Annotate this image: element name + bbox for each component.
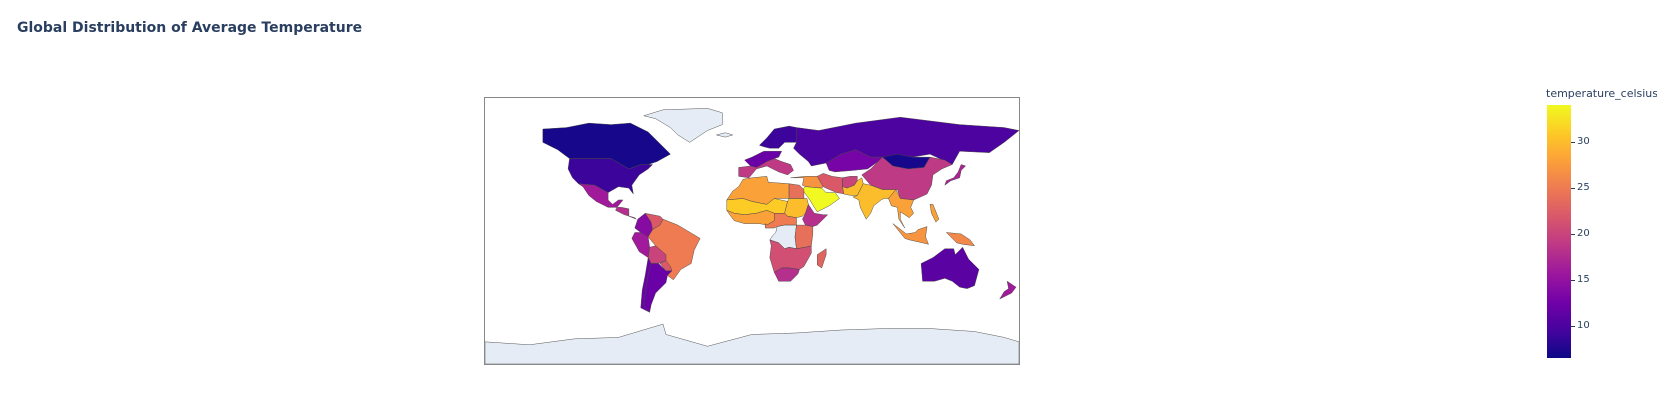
region-argentina[interactable]	[644, 264, 672, 313]
region-china[interactable]	[862, 157, 952, 200]
world-map[interactable]	[485, 98, 1019, 364]
region-east-africa[interactable]	[795, 225, 813, 249]
colorbar-tickmark	[1571, 325, 1575, 327]
colorbar-tickmark	[1571, 187, 1575, 189]
region-ethiopia[interactable]	[802, 204, 827, 226]
region-iceland[interactable]	[716, 133, 732, 137]
region-peru[interactable]	[632, 232, 650, 257]
region-russia[interactable]	[794, 117, 1019, 166]
colorbar-title: temperature_celsius	[1546, 87, 1657, 100]
colorbar-tick-label: 15	[1577, 273, 1590, 285]
region-philippines[interactable]	[930, 204, 939, 222]
region-greenland[interactable]	[644, 108, 723, 142]
region-mexico[interactable]	[578, 184, 623, 208]
colorbar-tickmark	[1571, 141, 1575, 143]
colorbar-tick-label: 20	[1577, 227, 1590, 239]
colorbar-tick-label: 25	[1577, 181, 1590, 193]
region-central-america[interactable]	[616, 207, 637, 219]
colorbar-tickmark	[1571, 233, 1575, 235]
region-southeast-asia[interactable]	[888, 190, 913, 228]
colorbar-tick-label: 10	[1577, 319, 1590, 331]
region-madagascar[interactable]	[817, 249, 826, 268]
region-egypt[interactable]	[789, 184, 804, 199]
colorbar	[1547, 105, 1571, 358]
region-southern-africa[interactable]	[770, 240, 812, 273]
region-south-africa[interactable]	[774, 268, 799, 281]
region-canada[interactable]	[543, 123, 671, 169]
region-japan[interactable]	[945, 165, 966, 186]
region-arabian-peninsula[interactable]	[802, 187, 839, 212]
region-united-states[interactable]	[568, 159, 653, 194]
region-india[interactable]	[853, 184, 896, 219]
chart-title: Global Distribution of Average Temperatu…	[17, 20, 363, 36]
region-papua-new-guinea[interactable]	[946, 232, 974, 245]
region-antarctica[interactable]	[485, 324, 1019, 364]
region-brazil[interactable]	[648, 219, 700, 280]
region-new-zealand[interactable]	[1000, 281, 1016, 299]
region-southern-europe[interactable]	[739, 159, 794, 178]
region-australia[interactable]	[921, 247, 979, 288]
region-indonesia[interactable]	[893, 224, 929, 245]
colorbar-tick-label: 30	[1577, 135, 1590, 147]
region-northern-europe[interactable]	[759, 126, 796, 148]
region-pakistan[interactable]	[842, 178, 863, 196]
map-frame[interactable]	[484, 97, 1020, 365]
colorbar-tickmark	[1571, 279, 1575, 281]
